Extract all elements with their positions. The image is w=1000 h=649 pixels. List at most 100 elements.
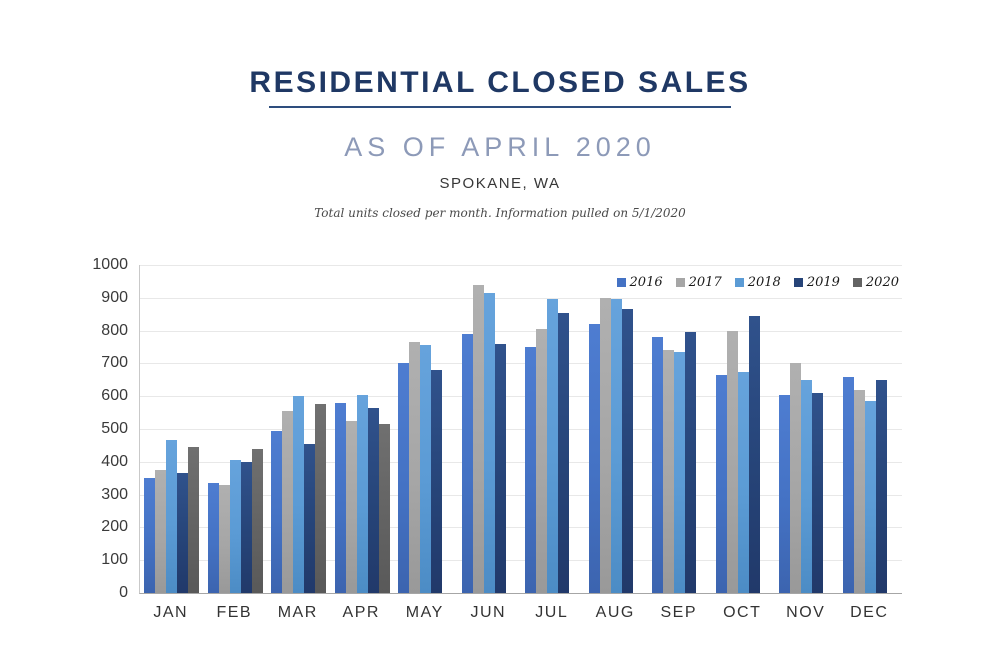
bar-group-feb [204,265,268,593]
bar-2019-oct [748,315,760,593]
bar-2019-jun [494,343,506,593]
y-axis-label: 1000 [92,256,128,273]
legend-label-2020: 2020 [865,275,899,290]
bar-group-mar [267,265,331,593]
y-axis-label: 700 [101,354,128,372]
bar-2018-apr [356,394,368,593]
y-axis-label: 400 [101,452,128,470]
gridline [140,297,902,299]
legend-item-2019: 2019 [793,275,840,290]
bar-2016-feb [207,483,219,593]
legend-label-2018: 2018 [747,275,781,290]
y-axis: 1000 900 800 700 600 500 400 300 200 100 0 [50,256,128,601]
bar-2016-nov [779,394,791,593]
bar-2016-jun [461,333,473,593]
legend-item-2020: 2020 [852,275,899,290]
footnote: Total units closed per month. Informatio… [314,206,686,220]
gridline [140,560,902,562]
bar-group-sep [648,265,712,593]
bar-2017-apr [345,420,357,593]
gridline [140,330,902,332]
y-axis-label: 0 [119,584,128,601]
bar-group-oct [712,265,776,593]
bar-2017-nov [790,363,802,593]
bar-2017-aug [599,297,611,593]
gridline [140,429,902,430]
bar-2019-mar [304,443,316,593]
bar-2016-apr [334,402,346,593]
legend-marker-2016 [616,278,626,287]
bar-2018-feb [229,460,241,593]
bar-2018-aug [610,299,622,593]
x-axis-label-may: MAY [405,604,444,621]
title-underline [269,106,731,108]
bar-2018-mar [293,396,305,593]
bar-2016-aug [588,324,600,593]
gridline [140,461,902,463]
y-axis-label: 200 [101,518,128,536]
bar-2020-jan [188,447,200,593]
y-axis-label: 300 [101,485,128,503]
gridline [140,494,902,496]
y-axis-label: 100 [101,551,128,569]
legend-item-2018: 2018 [734,275,781,290]
bar-group-dec [839,265,903,593]
bar-2018-jan [166,440,178,593]
x-axis-label-apr: APR [342,604,380,621]
bar-2019-jul [558,312,570,593]
legend-label-2016: 2016 [629,275,663,290]
y-axis-label: 900 [101,288,128,306]
bar-2018-dec [864,401,876,593]
bar-2016-may [398,363,410,593]
bar-2017-mar [282,410,294,593]
bar-2018-jul [547,299,559,593]
y-axis-label: 800 [101,321,128,339]
bar-2016-dec [842,376,854,593]
bar-2017-oct [726,330,738,593]
bar-2017-jan [155,470,167,593]
bar-2019-sep [685,332,697,593]
legend-item-2017: 2017 [675,275,722,290]
x-axis-label-dec: DEC [850,604,889,621]
y-axis-label: 500 [101,420,128,437]
legend-marker-2019 [793,278,803,287]
bar-group-jul [521,265,585,593]
bar-2016-jan [144,478,156,593]
x-axis-label-oct: OCT [723,604,762,621]
bar-2019-jan [177,473,189,593]
location-label: SPOKANE, WA [439,175,561,192]
legend-marker-2020 [852,278,862,287]
legend-marker-2018 [734,278,744,287]
bar-2016-mar [271,430,283,593]
bar-2018-nov [801,379,813,593]
x-axis: JAN FEB MAR APR MAY JUN JUL AUG SEP OCT NOV DEC [139,604,901,622]
gridline [140,396,902,398]
x-axis-label-mar: MAR [277,604,318,621]
x-axis-label-sep: SEP [660,604,697,621]
bar-2017-jul [536,328,548,593]
legend: 2016 2017 2018 2019 2020 [616,275,899,290]
legend-label-2019: 2019 [806,275,840,290]
bar-2017-sep [663,350,675,593]
x-axis-label-jan: JAN [153,604,189,621]
bar-group-apr [331,265,395,593]
x-axis-label-jun: JUN [470,604,507,621]
gridline [140,265,902,266]
bar-2016-sep [652,337,664,593]
legend-marker-2017 [675,278,685,287]
bar-2020-mar [315,404,327,593]
bars-container [140,265,902,593]
bar-2018-oct [737,371,749,593]
bar-2020-feb [251,448,263,593]
bar-2017-feb [218,484,230,593]
bar-group-jan [140,265,204,593]
x-axis-label-feb: FEB [216,604,253,621]
gridline [140,527,902,529]
bar-2016-oct [715,374,727,593]
bar-2018-jun [483,292,495,593]
bar-2019-may [431,369,443,593]
bar-group-may [394,265,458,593]
bar-2019-dec [875,379,887,593]
legend-label-2017: 2017 [688,275,722,290]
